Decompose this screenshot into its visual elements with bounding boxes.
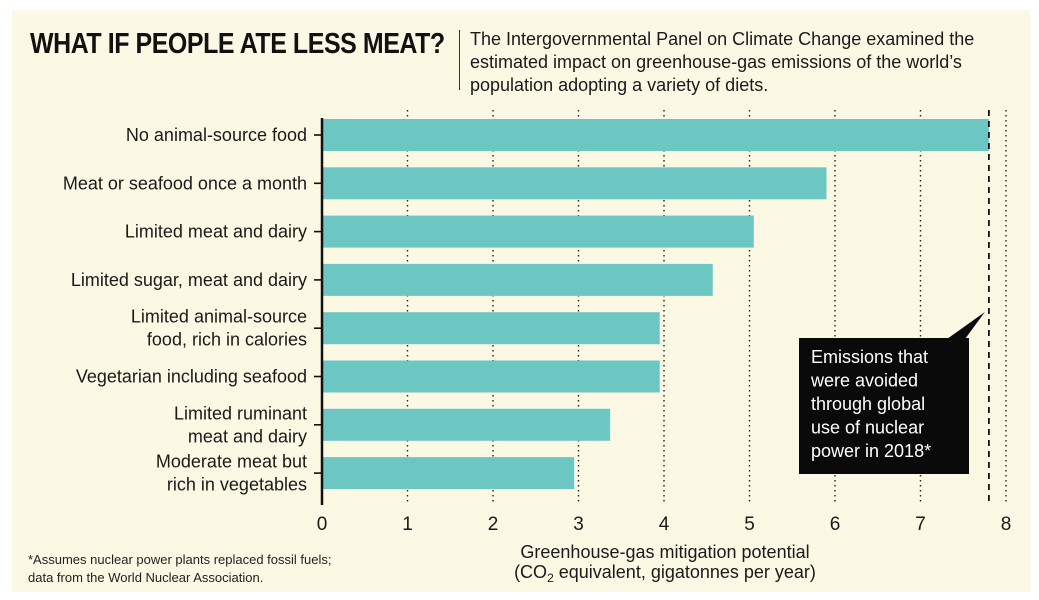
callout-label: were avoided bbox=[810, 371, 918, 391]
bar bbox=[322, 457, 575, 490]
bar bbox=[322, 312, 660, 345]
bar bbox=[322, 263, 713, 296]
x-tick-label: 1 bbox=[402, 514, 413, 535]
category-label: Vegetarian including seafood bbox=[76, 367, 307, 387]
chart-subtitle: The Intergovernmental Panel on Climate C… bbox=[470, 29, 975, 95]
footnote: *Assumes nuclear power plants replaced f… bbox=[28, 551, 448, 587]
x-tick-label: 3 bbox=[573, 514, 584, 535]
x-tick-label: 0 bbox=[317, 514, 328, 535]
callout-box bbox=[799, 338, 969, 474]
bar bbox=[322, 360, 660, 393]
category-label: Limited sugar, meat and dairy bbox=[71, 270, 307, 290]
footnote-line-1: *Assumes nuclear power plants replaced f… bbox=[28, 552, 332, 567]
x-tick-label: 7 bbox=[915, 514, 926, 535]
category-label: Moderate meat but bbox=[156, 452, 307, 472]
callout-pointer bbox=[947, 312, 985, 339]
bar bbox=[322, 167, 827, 200]
category-label: Meat or seafood once a month bbox=[63, 173, 307, 193]
x-tick-label: 8 bbox=[1001, 514, 1012, 535]
category-label: No animal-source food bbox=[126, 125, 307, 145]
category-label: rich in vegetables bbox=[167, 475, 307, 495]
bar bbox=[322, 119, 989, 151]
x-axis-label: Greenhouse-gas mitigation potential bbox=[520, 542, 809, 562]
chart-title: WHAT IF PEOPLE ATE LESS MEAT? bbox=[30, 28, 445, 60]
chart-panel bbox=[12, 10, 1030, 592]
category-label: Limited ruminant bbox=[174, 403, 307, 423]
callout-label: Emissions that bbox=[811, 347, 928, 367]
x-tick-label: 6 bbox=[830, 514, 841, 535]
callout-label: through global bbox=[811, 394, 925, 414]
bar bbox=[322, 215, 754, 248]
x-tick-label: 5 bbox=[744, 514, 755, 535]
category-label: food, rich in calories bbox=[147, 330, 307, 350]
category-label: meat and dairy bbox=[188, 426, 307, 446]
title-divider bbox=[459, 30, 460, 90]
callout-label: power in 2018* bbox=[811, 441, 931, 461]
callout-label: use of nuclear bbox=[811, 418, 924, 438]
x-axis-unit: (CO2 equivalent, gigatonnes per year) bbox=[514, 562, 816, 585]
bar bbox=[322, 408, 611, 441]
category-label: Limited meat and dairy bbox=[125, 222, 307, 242]
category-label: Limited animal-source bbox=[131, 307, 307, 327]
footnote-line-2: data from the World Nuclear Association. bbox=[28, 570, 264, 585]
x-tick-label: 4 bbox=[659, 514, 670, 535]
x-tick-label: 2 bbox=[488, 514, 499, 535]
